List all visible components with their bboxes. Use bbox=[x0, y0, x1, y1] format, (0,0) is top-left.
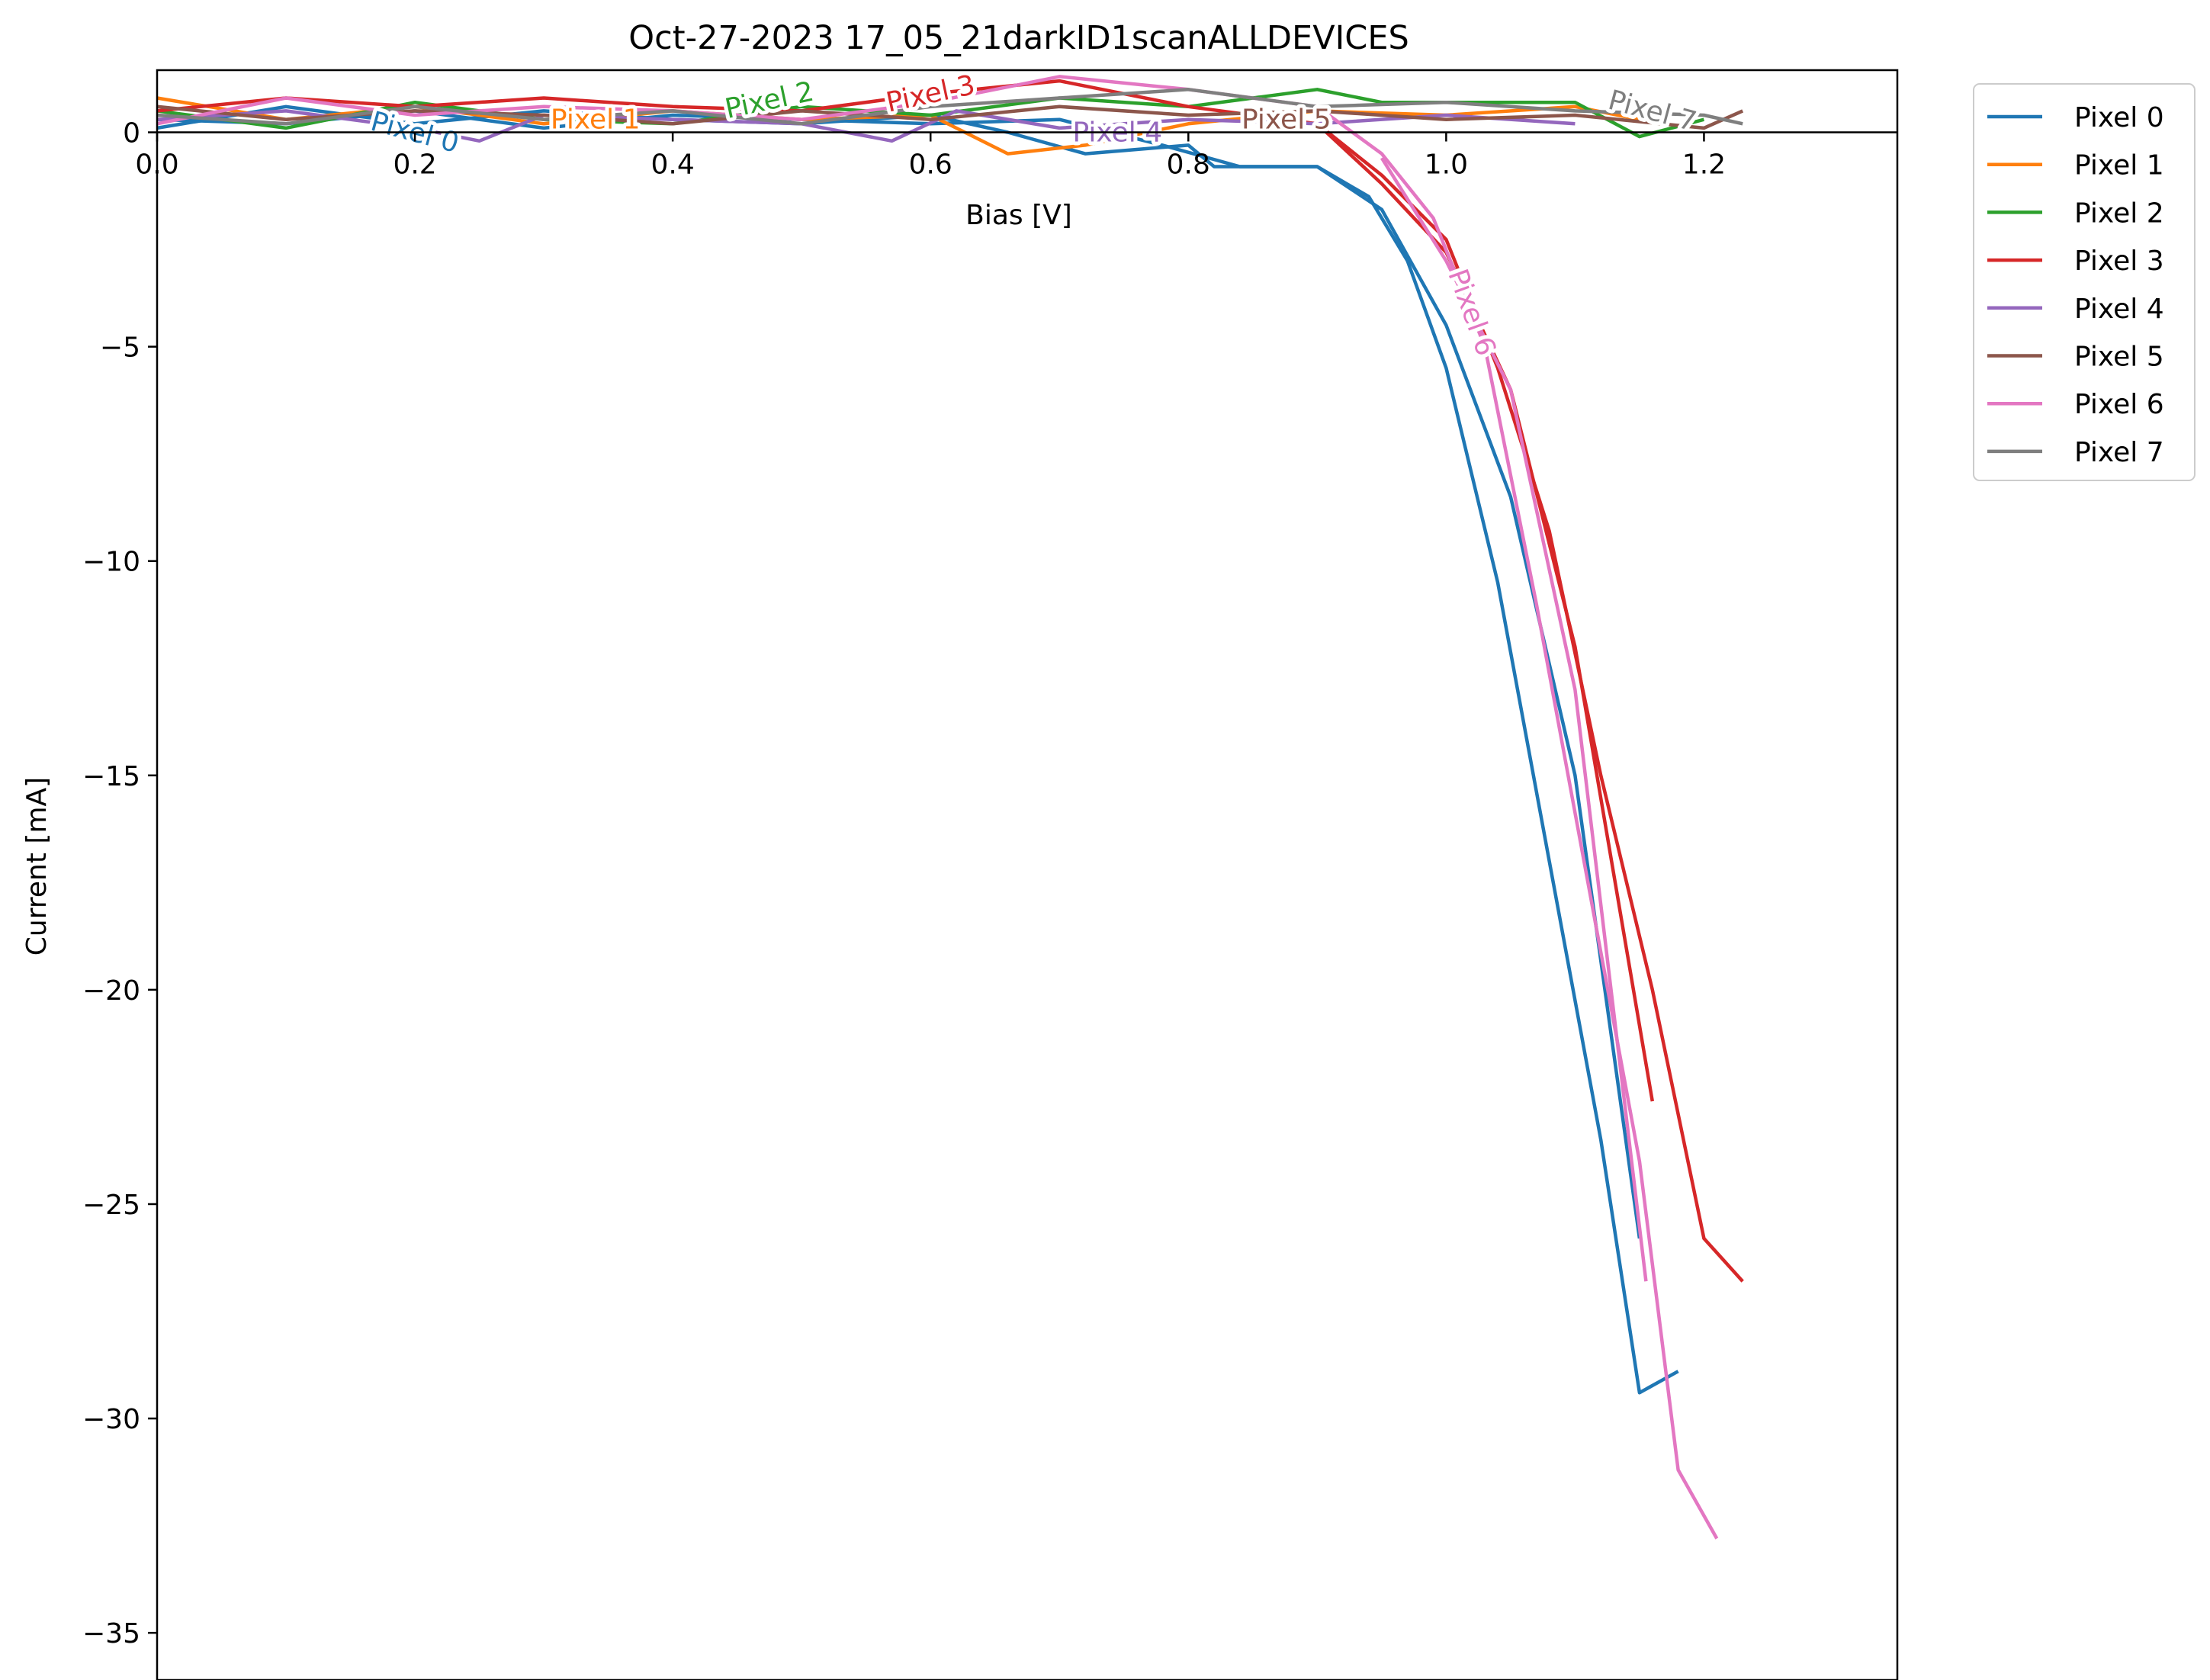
series-line-pixel-3-b bbox=[1315, 122, 1655, 1102]
y-tick-label: −30 bbox=[82, 1404, 140, 1435]
x-tick-label: 0.8 bbox=[1167, 149, 1210, 181]
x-tick-label: 0.6 bbox=[909, 149, 952, 181]
legend-label-pixel-1: Pixel 1 bbox=[2074, 150, 2164, 181]
y-axis-label: Current [mA] bbox=[21, 777, 53, 956]
y-tick-label: −35 bbox=[82, 1618, 140, 1649]
inline-label-pixel-7: Pixel 7 bbox=[1605, 85, 1700, 138]
y-tick-label: −5 bbox=[100, 332, 140, 364]
x-axis-label: Bias [V] bbox=[965, 200, 1072, 231]
series-line-pixel-5 bbox=[156, 104, 1744, 130]
series-line-pixel-3 bbox=[156, 79, 1744, 1283]
inline-label-pixel-1: Pixel 1 bbox=[551, 104, 641, 136]
plot-frame bbox=[156, 69, 1899, 1680]
legend-box bbox=[1973, 83, 2196, 481]
plot-series bbox=[156, 75, 1744, 1540]
y-tick-label: 0 bbox=[123, 118, 140, 149]
x-tick-label: 1.0 bbox=[1425, 149, 1468, 181]
legend-label-pixel-4: Pixel 4 bbox=[2074, 294, 2164, 325]
legend-label-pixel-0: Pixel 0 bbox=[2074, 102, 2164, 133]
y-tick-label: −25 bbox=[82, 1190, 140, 1221]
legend-label-pixel-5: Pixel 5 bbox=[2074, 342, 2164, 373]
legend[interactable]: Pixel 0 Pixel 1 Pixel 2 Pixel 3 Pixel 4 Pixel… bbox=[1973, 83, 2196, 481]
legend-label-pixel-7: Pixel 7 bbox=[2074, 437, 2164, 468]
y-tick-label: −15 bbox=[82, 761, 140, 792]
inline-label-pixel-6: Pixel 6 bbox=[1441, 265, 1502, 361]
series-line-pixel-0 bbox=[156, 104, 1679, 1395]
y-tick-label: −10 bbox=[82, 547, 140, 578]
x-tick-label: 1.2 bbox=[1682, 149, 1726, 181]
y-tick-label: −20 bbox=[82, 975, 140, 1007]
series-line-pixel-6-b bbox=[1380, 157, 1648, 1282]
legend-label-pixel-2: Pixel 2 bbox=[2074, 198, 2164, 229]
x-tick-label: 0.4 bbox=[651, 149, 695, 181]
chart-title: Oct-27-2023 17_05_21darkID1scanALLDEVICE… bbox=[628, 19, 1409, 57]
series-line-pixel-7 bbox=[156, 88, 1743, 126]
x-tick-label: 0.2 bbox=[393, 149, 436, 181]
axes: 0.0 0.2 0.4 0.6 0.8 1.0 1.2 0 −5 −10 −15 −20 −25 −30 −… bbox=[82, 118, 1897, 1649]
x-tick-label: 0.0 bbox=[135, 149, 178, 181]
inline-label-pixel-5: Pixel 5 bbox=[1242, 104, 1331, 136]
legend-label-pixel-6: Pixel 6 bbox=[2074, 389, 2164, 420]
legend-label-pixel-3: Pixel 3 bbox=[2074, 246, 2164, 277]
series-line-pixel-0-b bbox=[156, 109, 1642, 1239]
